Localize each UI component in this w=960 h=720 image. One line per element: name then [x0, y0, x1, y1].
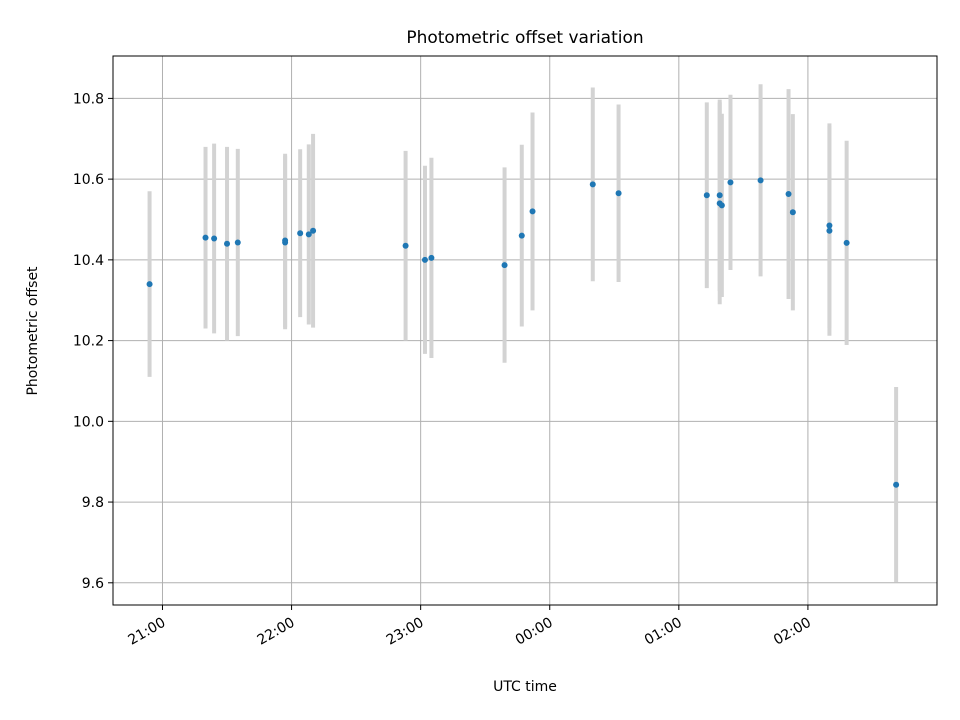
data-point	[146, 281, 153, 288]
data-point	[202, 234, 209, 241]
y-axis-label: Photometric offset	[25, 266, 41, 396]
data-point	[305, 231, 312, 238]
data-point	[826, 222, 833, 229]
plot-area	[113, 56, 937, 605]
data-point	[615, 190, 622, 197]
data-point	[826, 227, 833, 234]
data-points	[146, 177, 900, 488]
data-point	[529, 208, 536, 215]
data-point	[716, 192, 723, 199]
data-point	[297, 230, 304, 237]
data-point	[402, 242, 409, 249]
x-tick-label: 02:00	[771, 615, 814, 649]
data-point	[224, 240, 231, 247]
chart-title: Photometric offset variation	[406, 28, 643, 48]
data-point	[785, 191, 792, 198]
y-tick-label: 10.6	[73, 172, 104, 188]
data-point	[310, 227, 317, 234]
y-tick-label: 9.8	[82, 495, 104, 511]
grid	[113, 56, 937, 605]
x-tick-label: 22:00	[255, 615, 298, 649]
plot-frame	[112, 55, 938, 606]
data-point	[501, 262, 508, 269]
data-point	[718, 202, 725, 209]
data-point	[727, 179, 734, 186]
data-point	[789, 209, 796, 216]
x-axis-label: UTC time	[493, 679, 557, 695]
data-point	[757, 177, 764, 184]
x-tick-label: 21:00	[126, 615, 169, 649]
data-point	[843, 239, 850, 246]
y-tick-label: 10.0	[73, 414, 104, 430]
data-point	[518, 232, 525, 239]
x-tick-label: 01:00	[642, 615, 685, 649]
data-point	[421, 256, 428, 263]
data-point	[589, 181, 596, 188]
data-point	[211, 235, 218, 242]
y-tick-label: 9.6	[82, 576, 104, 592]
y-tick-label: 10.4	[73, 253, 104, 269]
x-tick-label: 23:00	[384, 615, 427, 649]
data-point	[893, 481, 900, 488]
data-point	[234, 239, 241, 246]
x-tick-label: 00:00	[513, 615, 556, 649]
data-point	[703, 192, 710, 199]
y-tick-label: 10.8	[73, 91, 104, 107]
y-tick-label: 10.2	[73, 334, 104, 350]
data-point	[428, 254, 435, 261]
data-point	[282, 237, 289, 244]
